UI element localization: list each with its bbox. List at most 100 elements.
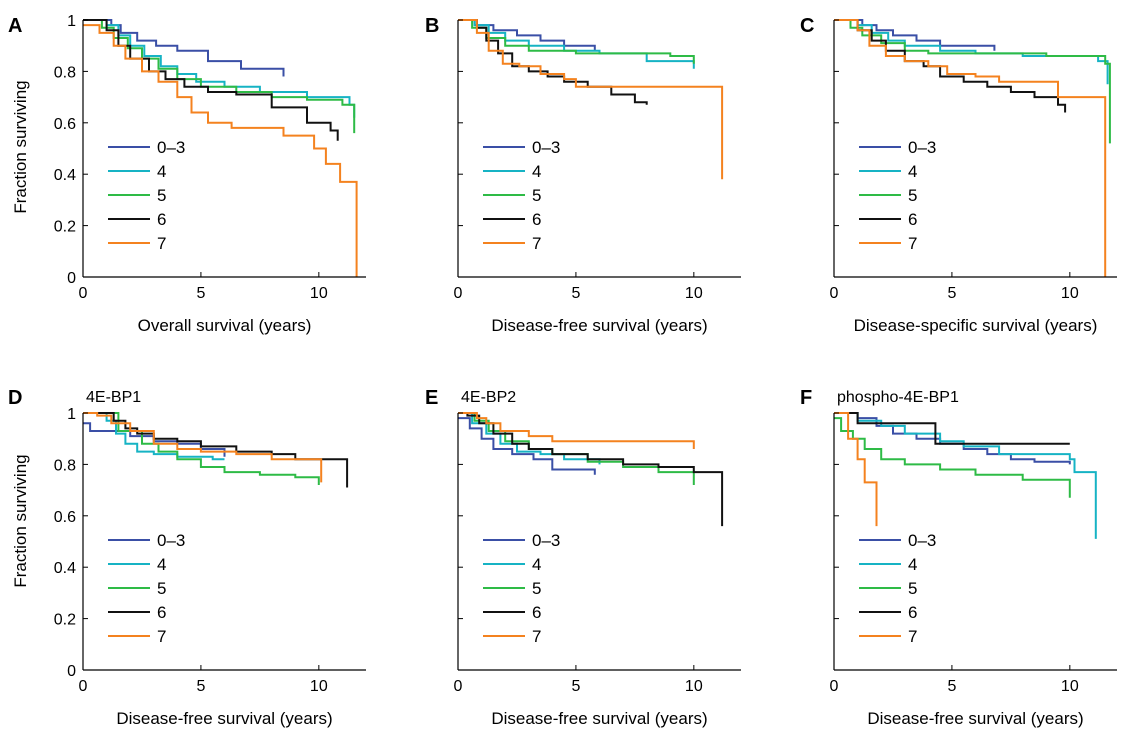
x-tick-label: 0 [454,285,463,302]
legend-label: 7 [532,234,541,253]
legend-label: 5 [157,579,166,598]
legend: 0–3 4 5 6 7 [483,531,560,646]
y-tick-label: 0.2 [54,219,76,236]
survival-curves [458,412,724,527]
survival-curves [458,19,724,180]
curve-7 [834,19,1107,277]
y-axis-label-top: Fraction surviving [11,80,30,213]
x-tick-label: 0 [79,285,88,302]
x-tick-label: 5 [571,285,580,302]
legend-label: 5 [157,186,166,205]
legend-label: 0–3 [157,138,185,157]
legend-label: 4 [157,162,166,181]
x-tick-label: 5 [196,678,205,695]
panel-letter: D [8,387,22,409]
x-tick-label: 5 [947,285,956,302]
legend-label: 7 [157,627,166,646]
panel-title: phospho-4E-BP1 [837,389,959,406]
panel-title: 4E-BP1 [86,389,141,406]
legend-label: 4 [532,555,541,574]
x-tick-label: 0 [79,678,88,695]
legend-label: 7 [908,627,917,646]
y-tick-label: 1 [67,13,76,30]
x-axis-label: Disease-free survival (years) [491,316,707,335]
y-tick-label: 0.4 [54,167,76,184]
legend-label: 6 [908,603,917,622]
y-tick-label: 0.2 [54,612,76,629]
x-tick-label: 10 [685,678,703,695]
survival-curves [83,412,349,488]
survival-curves [834,412,1097,539]
x-tick-label: 10 [310,678,328,695]
legend-label: 6 [908,210,917,229]
x-axis-label: Overall survival (years) [138,316,312,335]
y-tick-label: 1 [67,406,76,423]
curve-6 [834,412,1070,445]
legend-label: 7 [532,627,541,646]
curve-7 [83,24,358,277]
y-tick-label: 0.4 [54,560,76,577]
x-tick-label: 5 [196,285,205,302]
legend-label: 6 [532,603,541,622]
panel-letter: E [425,387,438,409]
y-axis-label-bottom: Fraction surviving [11,454,30,587]
curve-0-3 [458,417,596,475]
y-tick-label: 0 [67,270,76,287]
curve-7 [834,412,878,527]
survival-curves [834,19,1111,277]
panel-b: B 0 5 10 Disease-free survival (years) 0–3 4 5 6… [425,15,741,335]
legend-label: 4 [908,162,917,181]
legend-label: 0–3 [908,138,936,157]
legend-label: 5 [908,186,917,205]
curve-4 [83,19,356,118]
legend-label: 7 [157,234,166,253]
panel-letter: C [800,15,814,37]
panel-letter: B [425,15,439,37]
legend: 0–3 4 5 6 7 [108,138,185,253]
x-tick-label: 10 [1061,285,1079,302]
x-tick-label: 0 [454,678,463,695]
panel-letter: A [8,15,22,37]
x-tick-label: 0 [830,678,839,695]
curve-5 [834,19,1111,144]
y-tick-label: 0.8 [54,64,76,81]
legend: 0–3 4 5 6 7 [108,531,185,646]
legend: 0–3 4 5 6 7 [483,138,560,253]
curve-7 [83,412,323,483]
curve-7 [458,412,695,449]
x-tick-label: 10 [310,285,328,302]
legend-label: 6 [157,603,166,622]
curve-6 [458,412,724,527]
panel-c: C 0 5 10 Disease-specific survival (years) 0–… [800,15,1117,335]
legend-label: 0–3 [908,531,936,550]
curve-6 [83,412,349,488]
panel-title: 4E-BP2 [461,389,516,406]
legend-label: 5 [908,579,917,598]
legend-label: 0–3 [157,531,185,550]
x-axis-label: Disease-free survival (years) [116,709,332,728]
panel-letter: F [800,387,812,409]
legend: 0–3 4 5 6 7 [859,531,936,646]
legend: 0–3 4 5 6 7 [859,138,936,253]
legend-label: 4 [908,555,917,574]
x-tick-label: 0 [830,285,839,302]
survival-curves [83,19,358,277]
y-tick-label: 0.6 [54,116,76,133]
legend-label: 4 [532,162,541,181]
curve-6 [458,19,648,105]
panel-e: E 4E-BP2 0 5 10 Disease-free survival (years)… [425,387,741,728]
x-tick-label: 10 [685,285,703,302]
legend-label: 5 [532,186,541,205]
legend-label: 0–3 [532,531,560,550]
y-tick-label: 0 [67,663,76,680]
x-axis-label: Disease-free survival (years) [491,709,707,728]
x-tick-label: 10 [1061,678,1079,695]
x-tick-label: 5 [571,678,580,695]
y-tick-label: 0.8 [54,457,76,474]
x-axis-label: Disease-specific survival (years) [854,316,1098,335]
legend-label: 7 [908,234,917,253]
legend-label: 6 [157,210,166,229]
